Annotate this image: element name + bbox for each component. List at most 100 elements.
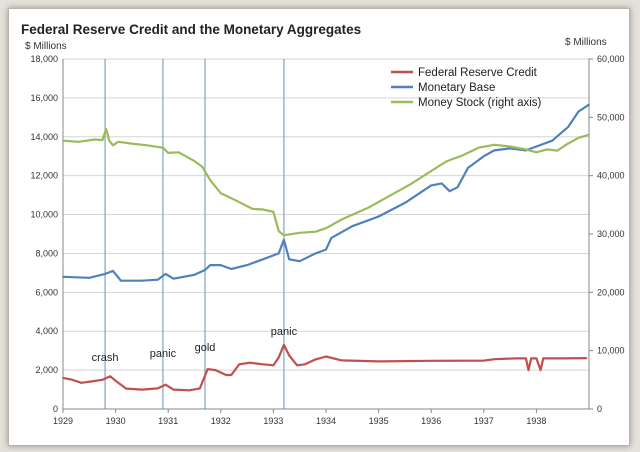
data-point bbox=[430, 170, 433, 172]
data-point bbox=[493, 358, 496, 361]
data-point bbox=[524, 357, 527, 360]
data-point bbox=[561, 357, 564, 360]
data-point bbox=[277, 252, 280, 255]
event-label: panic bbox=[150, 348, 177, 360]
data-point bbox=[588, 133, 590, 136]
data-point bbox=[272, 364, 275, 367]
data-point bbox=[340, 218, 343, 221]
data-point bbox=[283, 238, 285, 241]
data-point bbox=[209, 264, 212, 267]
data-point bbox=[188, 389, 191, 392]
chart-card: Federal Reserve Credit and the Monetary … bbox=[8, 8, 630, 446]
data-point bbox=[314, 358, 317, 361]
data-point bbox=[172, 277, 175, 280]
data-point bbox=[409, 183, 412, 186]
data-point bbox=[440, 182, 443, 185]
data-point bbox=[125, 387, 128, 390]
data-point bbox=[238, 363, 241, 366]
left-tick-label: 10,000 bbox=[30, 210, 58, 220]
data-point bbox=[77, 140, 80, 143]
right-tick-label: 60,000 bbox=[597, 54, 625, 64]
data-point bbox=[542, 357, 545, 360]
data-point bbox=[206, 368, 209, 371]
series-lines bbox=[62, 103, 590, 392]
data-point bbox=[388, 195, 391, 197]
data-point bbox=[539, 369, 542, 372]
data-point bbox=[304, 363, 306, 366]
data-point bbox=[219, 192, 222, 195]
data-point bbox=[209, 179, 212, 182]
left-tick-label: 6,000 bbox=[35, 287, 58, 297]
data-point bbox=[283, 343, 285, 346]
data-point bbox=[585, 357, 588, 359]
data-point bbox=[246, 264, 249, 267]
data-point bbox=[93, 138, 96, 141]
legend-label: Money Stock (right axis) bbox=[418, 97, 542, 109]
right-tick-label: 50,000 bbox=[597, 112, 625, 122]
x-tick-label: 1932 bbox=[211, 416, 231, 426]
data-point bbox=[146, 144, 149, 147]
data-point bbox=[114, 379, 117, 382]
data-point bbox=[314, 252, 317, 255]
data-point bbox=[119, 279, 122, 282]
data-point bbox=[577, 136, 580, 139]
data-point bbox=[298, 260, 301, 263]
right-axis-unit: $ Millions bbox=[565, 37, 607, 48]
data-point bbox=[214, 369, 217, 372]
data-point bbox=[141, 279, 143, 282]
x-tick-label: 1938 bbox=[526, 416, 546, 426]
event-lines: crash panic gold panic bbox=[92, 59, 298, 409]
data-point bbox=[198, 387, 201, 390]
data-point bbox=[288, 354, 291, 357]
chart: Federal Reserve Credit and the Monetary … bbox=[21, 22, 625, 426]
data-point bbox=[430, 184, 433, 187]
data-point bbox=[482, 359, 485, 362]
data-point bbox=[117, 140, 120, 143]
data-point bbox=[509, 145, 511, 148]
left-tick-label: 2,000 bbox=[35, 365, 58, 375]
data-point bbox=[461, 154, 464, 157]
data-point bbox=[530, 357, 533, 360]
data-point bbox=[193, 160, 196, 162]
data-point bbox=[156, 278, 159, 281]
data-point bbox=[109, 375, 112, 378]
data-point bbox=[467, 166, 469, 169]
legend-label: Federal Reserve Credit bbox=[418, 67, 538, 79]
data-point bbox=[325, 248, 327, 251]
legend-label: Monetary Base bbox=[418, 82, 495, 94]
x-tick-label: 1937 bbox=[474, 416, 494, 426]
left-tick-label: 4,000 bbox=[35, 326, 58, 336]
gridlines bbox=[63, 58, 589, 410]
data-point bbox=[261, 258, 264, 261]
data-point bbox=[430, 359, 433, 362]
left-tick-label: 8,000 bbox=[35, 248, 58, 258]
data-point bbox=[105, 128, 108, 130]
data-point bbox=[204, 269, 206, 271]
data-point bbox=[446, 160, 448, 162]
data-point bbox=[377, 215, 380, 218]
data-point bbox=[456, 186, 459, 189]
data-point bbox=[69, 378, 72, 381]
left-axis-unit: $ Millions bbox=[25, 41, 67, 52]
data-point bbox=[567, 126, 569, 128]
left-tick-label: 14,000 bbox=[30, 132, 58, 142]
data-point bbox=[296, 364, 298, 367]
x-tick-label: 1934 bbox=[316, 416, 336, 426]
data-point bbox=[493, 149, 496, 152]
data-point bbox=[104, 272, 106, 275]
data-point bbox=[112, 270, 114, 272]
data-point bbox=[230, 268, 233, 270]
x-tick-label: 1931 bbox=[158, 416, 178, 426]
data-point bbox=[577, 110, 580, 113]
x-tick-label: 1930 bbox=[106, 416, 126, 426]
data-point bbox=[219, 264, 222, 267]
left-tick-label: 18,000 bbox=[30, 54, 58, 64]
data-point bbox=[251, 208, 254, 210]
data-point bbox=[551, 139, 554, 142]
data-point bbox=[91, 380, 93, 383]
data-point bbox=[377, 360, 380, 363]
data-point bbox=[325, 227, 327, 230]
data-point bbox=[164, 272, 167, 275]
data-point bbox=[156, 387, 159, 390]
data-point bbox=[404, 201, 406, 204]
